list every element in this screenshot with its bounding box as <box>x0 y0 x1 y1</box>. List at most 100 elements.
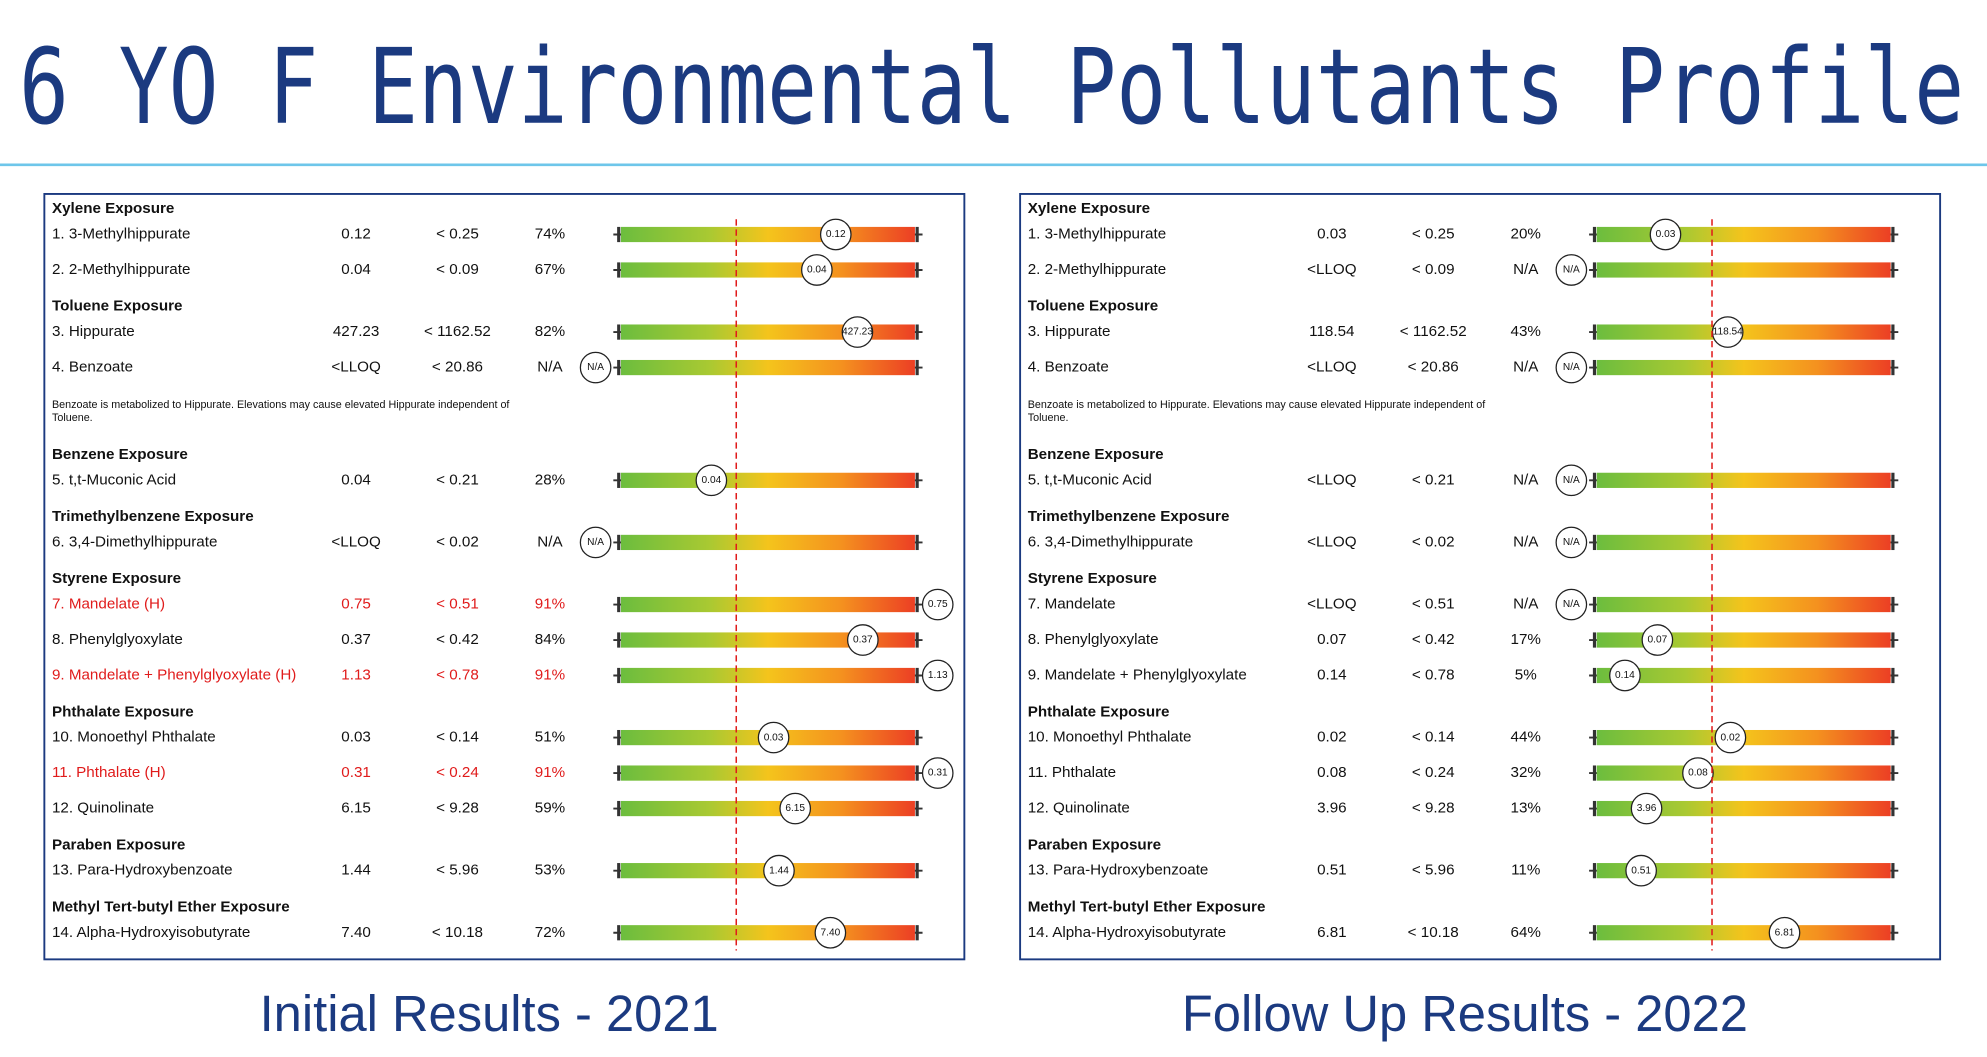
bar-cap <box>1592 324 1597 340</box>
row-label: 4. Benzoate <box>1028 359 1109 376</box>
row-result: 1.13 <box>341 667 371 684</box>
bar-cap <box>915 632 919 648</box>
percentile-marker <box>1555 351 1588 384</box>
row-percentile: 59% <box>535 800 565 817</box>
row-result: <LLOQ <box>1307 471 1357 488</box>
percentile-marker <box>1682 757 1714 789</box>
percentile-bar <box>620 324 915 340</box>
percentile-marker <box>1555 588 1588 621</box>
row-reference: < 0.25 <box>436 226 479 243</box>
percentile-marker <box>801 254 833 286</box>
bar-cap <box>915 863 919 879</box>
page-title: 6 YO F Environmental Pollutants Profile <box>19 27 1964 148</box>
row-label: 6. 3,4-Dimethylhippurate <box>52 533 217 550</box>
percentile-bar <box>1596 534 1891 551</box>
bar-cap <box>1891 596 1895 613</box>
bar-cap <box>1592 472 1597 488</box>
bar-cap <box>1592 729 1597 746</box>
group-heading: Benzene Exposure <box>52 446 188 463</box>
percentile-bar <box>620 359 915 376</box>
row-percentile: N/A <box>1513 533 1539 550</box>
row-label: 11. Phthalate (H) <box>52 764 166 781</box>
group-heading: Phthalate Exposure <box>1028 703 1170 720</box>
bar-cap <box>617 765 621 781</box>
percentile-bar <box>620 925 915 941</box>
row-percentile: 67% <box>535 261 565 278</box>
bar-cap <box>1891 359 1895 376</box>
marker-label: 118.54 <box>1713 327 1744 338</box>
marker-label: 0.03 <box>764 732 784 743</box>
row-reference: < 0.09 <box>436 261 479 278</box>
row-percentile: 91% <box>535 667 565 684</box>
marker-label: 0.04 <box>807 265 827 276</box>
row-result: 0.04 <box>341 471 371 488</box>
bar-cap <box>915 667 919 684</box>
percentile-marker <box>757 721 790 754</box>
bar-cap <box>1891 667 1895 684</box>
row-result: 0.07 <box>1317 631 1347 648</box>
group-heading: Styrene Exposure <box>1028 570 1157 587</box>
percentile-marker <box>814 916 847 949</box>
percentile-marker <box>1714 721 1747 754</box>
row-reference: < 0.51 <box>1412 596 1455 613</box>
bar-cap <box>915 729 919 746</box>
percentile-marker <box>921 588 954 621</box>
marker-label: 7.40 <box>821 927 841 938</box>
marker-label: 6.15 <box>785 803 805 814</box>
marker-label: N/A <box>1563 362 1580 373</box>
row-result: 0.12 <box>341 226 371 243</box>
percentile-marker <box>779 792 812 825</box>
row-result: <LLOQ <box>331 533 381 550</box>
percentile-marker <box>1641 624 1674 656</box>
row-label: 1. 3-Methylhippurate <box>52 226 190 243</box>
percentile-marker <box>1649 218 1682 251</box>
percentile-bar <box>620 765 915 781</box>
row-reference: < 5.96 <box>1412 862 1455 879</box>
row-percentile: 53% <box>535 862 565 879</box>
row-percentile: 84% <box>535 631 565 648</box>
percentile-marker <box>921 659 954 692</box>
percentile-bar <box>1596 472 1891 488</box>
group-note: Benzoate is metabolized to Hippurate. El… <box>1028 398 1485 423</box>
row-reference: < 0.02 <box>1412 533 1455 550</box>
bar-cap <box>617 324 621 340</box>
note-text: Benzoate is metabolized to Hippurate. El… <box>51 397 510 424</box>
row-reference: < 20.86 <box>1408 359 1459 376</box>
row-label: 12. Quinolinate <box>52 800 154 817</box>
marker-label: 0.04 <box>702 475 722 486</box>
percentile-bar <box>1596 863 1891 879</box>
percentile-bar <box>620 534 915 551</box>
row-reference: < 10.18 <box>1408 924 1459 941</box>
marker-label: N/A <box>1563 599 1580 610</box>
row-result: 0.08 <box>1317 764 1347 781</box>
group-note: Benzoate is metabolized to Hippurate. El… <box>51 397 510 424</box>
row-result: 6.81 <box>1317 924 1347 941</box>
bar-cap <box>617 226 621 243</box>
row-percentile: 74% <box>535 226 565 243</box>
percentile-bar <box>620 667 915 684</box>
panel-frame <box>1019 193 1942 961</box>
panel: Xylene Exposure 1. 3-Methylhippurate 0.12 <… <box>43 193 966 961</box>
row-reference: < 0.24 <box>436 764 479 781</box>
row-label: 2. 2-Methylhippurate <box>1028 261 1166 278</box>
bar-cap <box>1891 800 1895 817</box>
row-result: 0.75 <box>341 596 371 613</box>
bar-cap <box>1891 863 1895 879</box>
row-reference: < 9.28 <box>436 800 479 817</box>
bar-cap <box>915 262 919 278</box>
row-reference: < 0.25 <box>1412 226 1455 243</box>
row-label: 6. 3,4-Dimethylhippurate <box>1028 533 1193 550</box>
row-result: 7.40 <box>341 924 371 941</box>
marker-label: 0.03 <box>1656 229 1676 240</box>
percentile-marker <box>1609 659 1641 692</box>
row-reference: < 0.24 <box>1412 764 1455 781</box>
percentile-bar <box>620 596 915 613</box>
percentile-bar <box>620 800 915 817</box>
panel: Xylene Exposure 1. 3-Methylhippurate 0.03 <… <box>1019 193 1942 961</box>
percentile-marker <box>921 757 954 789</box>
percentile-bar <box>1596 596 1891 613</box>
marker-label: 427.23 <box>842 327 873 338</box>
bar-cap <box>1592 925 1597 941</box>
